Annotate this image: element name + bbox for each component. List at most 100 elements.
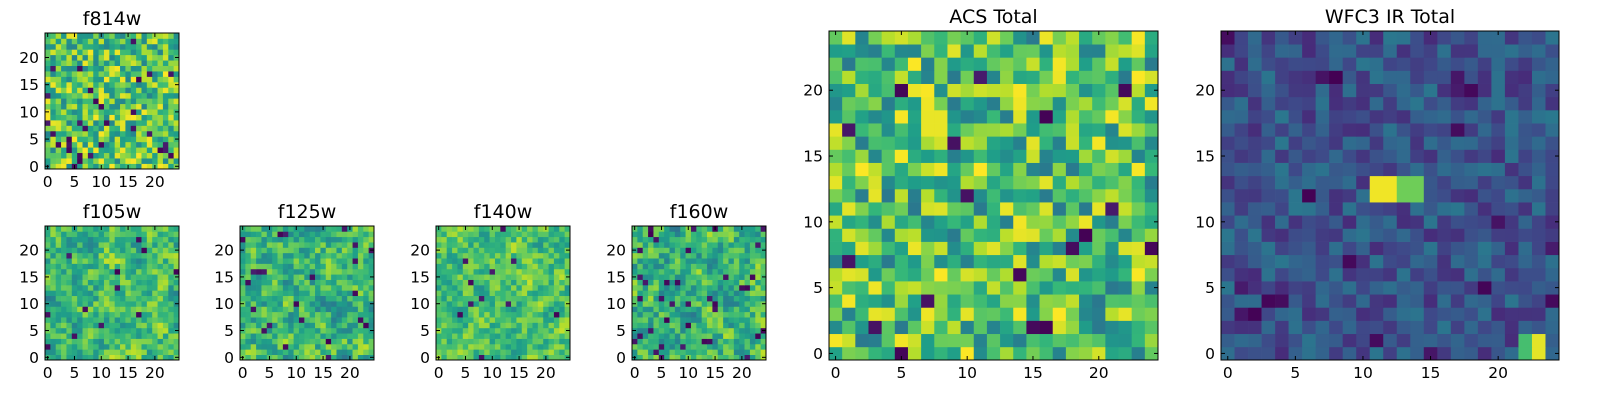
heatmap-cell bbox=[93, 236, 99, 243]
heatmap-cell bbox=[1356, 281, 1371, 295]
heatmap-cell bbox=[1052, 333, 1067, 348]
heatmap-cell bbox=[701, 349, 708, 355]
heatmap-cell bbox=[1437, 162, 1452, 177]
heatmap-cell bbox=[87, 60, 94, 66]
heatmap-cell bbox=[733, 247, 740, 254]
heatmap-cell bbox=[829, 109, 843, 124]
heatmap-cell bbox=[1531, 149, 1546, 163]
heatmap-cell bbox=[152, 103, 158, 110]
heatmap-cell bbox=[141, 120, 148, 126]
heatmap-cell bbox=[723, 311, 729, 318]
heatmap-cell bbox=[685, 279, 692, 286]
heatmap-cell bbox=[55, 98, 62, 105]
heatmap-cell bbox=[1518, 123, 1533, 137]
heatmap-cell bbox=[61, 141, 67, 148]
heatmap-cell bbox=[648, 279, 654, 286]
heatmap-cell bbox=[881, 96, 896, 111]
heatmap-cell bbox=[66, 349, 73, 355]
heatmap-cell bbox=[146, 60, 153, 66]
heatmap-cell bbox=[261, 231, 268, 238]
heatmap-cell bbox=[141, 92, 148, 99]
heatmap-cell bbox=[61, 343, 67, 350]
heatmap-cell bbox=[341, 322, 348, 329]
heatmap-cell bbox=[436, 231, 442, 238]
heatmap-cell bbox=[71, 290, 78, 297]
heatmap-cell bbox=[829, 149, 843, 163]
heatmap-cell bbox=[109, 242, 116, 248]
heatmap-cell bbox=[717, 295, 724, 302]
heatmap-cell bbox=[304, 258, 311, 264]
heatmap-cell bbox=[1302, 346, 1316, 361]
heatmap-cell bbox=[256, 290, 262, 297]
heatmap-cell bbox=[1423, 136, 1438, 150]
heatmap-cell bbox=[1105, 31, 1119, 45]
heatmap-cell bbox=[564, 226, 571, 232]
heatmap-cell bbox=[921, 96, 935, 111]
heatmap-cell bbox=[829, 215, 843, 229]
heatmap-cell bbox=[1518, 136, 1533, 150]
heatmap-cell bbox=[1039, 109, 1054, 124]
heatmap-cell bbox=[960, 149, 975, 163]
heatmap-cell bbox=[1092, 70, 1106, 84]
heatmap-cell bbox=[162, 152, 169, 159]
heatmap-cell bbox=[1518, 320, 1533, 335]
heatmap-cell bbox=[168, 258, 174, 264]
heatmap-cell bbox=[1248, 44, 1262, 58]
heatmap-cell bbox=[1518, 294, 1533, 308]
heatmap-cell bbox=[93, 114, 99, 121]
heatmap-cell bbox=[484, 231, 490, 238]
heatmap-cell bbox=[93, 343, 99, 350]
heatmap-cell bbox=[136, 327, 142, 334]
heatmap-cell bbox=[55, 354, 62, 361]
heatmap-cell bbox=[1545, 136, 1560, 150]
heatmap-cell bbox=[125, 252, 132, 259]
heatmap-cell bbox=[505, 274, 512, 280]
heatmap-cell bbox=[93, 354, 99, 361]
heatmap-cell bbox=[168, 317, 174, 323]
heatmap-cell bbox=[1131, 254, 1146, 269]
heatmap-cell bbox=[1531, 188, 1546, 203]
heatmap-cell bbox=[66, 60, 73, 66]
heatmap-cell bbox=[1369, 44, 1384, 58]
heatmap-cell bbox=[66, 354, 73, 361]
heatmap-cell bbox=[701, 284, 708, 291]
heatmap-cell bbox=[1234, 346, 1249, 361]
heatmap-cell bbox=[368, 252, 375, 259]
heatmap-cell bbox=[304, 317, 311, 323]
heatmap-cell bbox=[489, 263, 496, 270]
heatmap-cell bbox=[347, 279, 353, 286]
heatmap-cell bbox=[947, 346, 961, 361]
heatmap-cell bbox=[494, 354, 501, 361]
heatmap-cell bbox=[868, 254, 882, 269]
heatmap-cell bbox=[1000, 307, 1014, 321]
heatmap-cell bbox=[93, 263, 99, 270]
heatmap-cell bbox=[527, 306, 533, 313]
heatmap-cell bbox=[50, 114, 57, 121]
heatmap-cell bbox=[1369, 188, 1384, 203]
heatmap-cell bbox=[61, 158, 67, 164]
heatmap-cell bbox=[82, 65, 89, 72]
heatmap-cell bbox=[240, 263, 246, 270]
heatmap-cell bbox=[1092, 333, 1106, 348]
heatmap-cell bbox=[363, 343, 369, 350]
heatmap-cell bbox=[277, 306, 284, 313]
heatmap-cell bbox=[842, 333, 856, 348]
heatmap-cell bbox=[733, 301, 740, 307]
heatmap-cell bbox=[141, 60, 148, 66]
heatmap-cell bbox=[921, 57, 935, 71]
heatmap-cell bbox=[347, 338, 353, 345]
heatmap-cell bbox=[55, 226, 62, 232]
heatmap-cell bbox=[82, 76, 89, 83]
heatmap-cell bbox=[168, 87, 174, 94]
heatmap-cell bbox=[1261, 57, 1276, 71]
heatmap-cell bbox=[1105, 267, 1119, 282]
heatmap-cell bbox=[125, 130, 132, 137]
heatmap-cell bbox=[960, 83, 975, 98]
heatmap-cell bbox=[77, 258, 83, 264]
heatmap-cell bbox=[881, 254, 896, 269]
heatmap-cell bbox=[1118, 188, 1133, 203]
heatmap-cell bbox=[516, 247, 523, 254]
heatmap-cell bbox=[168, 301, 174, 307]
heatmap-cell bbox=[1144, 31, 1159, 45]
heatmap-cell bbox=[1437, 83, 1452, 98]
